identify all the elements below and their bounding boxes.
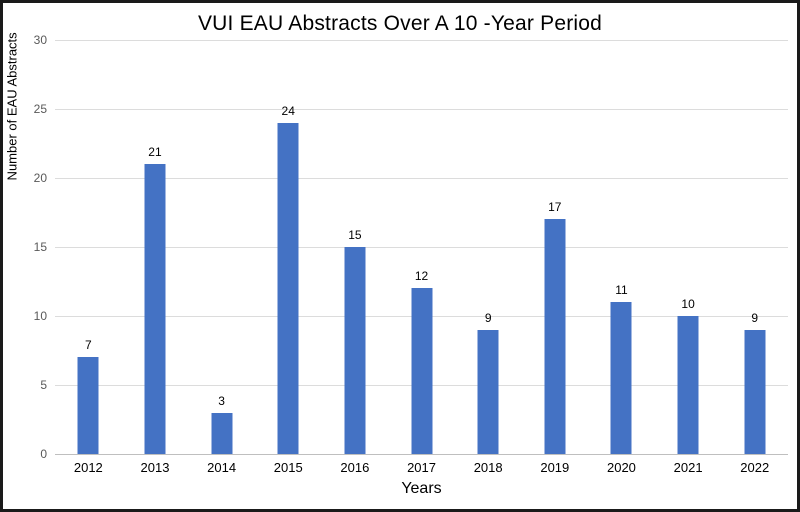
bar-slot: 12: [388, 40, 455, 454]
y-axis-ticks: 0 5 10 15 20 25 30: [3, 33, 47, 461]
bar-value-label: 24: [281, 103, 295, 118]
x-axis-ticks: 2012 2013 2014 2015 2016 2017 2018 2019 2020 2021…: [55, 460, 788, 475]
y-tick-label: 5: [40, 378, 47, 392]
bar-value-label: 7: [84, 338, 92, 353]
x-tick-label: 2015: [273, 460, 303, 475]
bar-slot: 17: [521, 40, 588, 454]
y-tick-label: 0: [40, 447, 47, 461]
bar-slot: 15: [322, 40, 389, 454]
bar-value-label: 17: [548, 200, 562, 215]
gridline: [55, 40, 788, 41]
bar-slot: 11: [588, 40, 655, 454]
bar-2012: [77, 357, 99, 454]
bar-2016: [344, 247, 366, 454]
x-tick-label: 2014: [207, 460, 237, 475]
bar-value-label: 10: [681, 297, 695, 311]
bar-slot: 10: [655, 40, 722, 454]
bar-slot: 24: [255, 40, 322, 454]
gridline: [55, 109, 788, 110]
x-tick-label: 2017: [407, 460, 436, 475]
bar-value-label: 9: [751, 310, 759, 325]
bar-slot: 9: [455, 40, 522, 454]
x-tick-label: 2021: [673, 460, 703, 475]
bar-value-label: 21: [148, 145, 162, 160]
x-tick-label: 2016: [340, 460, 370, 475]
chart-title: VUI EAU Abstracts Over A 10 -Year Period: [197, 12, 603, 35]
x-axis-title: Years: [401, 480, 442, 497]
x-tick-label: 2013: [140, 460, 170, 475]
bar-2019: [544, 219, 566, 454]
x-tick-label: 2012: [73, 460, 103, 475]
bar-value-label: 3: [218, 393, 225, 408]
bar-value-label: 15: [348, 228, 362, 242]
bar-slot: 21: [122, 40, 189, 454]
x-axis-line: [55, 454, 788, 455]
bar-value-label: 9: [484, 310, 492, 325]
plot-area: 7 21 3 24 15 12 9 17 11 10 9: [55, 40, 788, 455]
bar-slot: 7: [55, 40, 122, 454]
y-tick-label: 20: [33, 171, 47, 185]
y-tick-label: 10: [33, 309, 47, 323]
bar-2017: [411, 288, 433, 454]
y-tick-label: 30: [33, 33, 47, 47]
bar-slot: 3: [188, 40, 255, 454]
x-tick-label: 2020: [606, 460, 636, 475]
bar-2020: [610, 302, 632, 454]
bar-2013: [144, 164, 166, 454]
x-tick-label: 2022: [740, 460, 770, 475]
y-tick-label: 15: [33, 240, 47, 254]
bar-2014: [211, 412, 233, 454]
x-tick-label: 2018: [473, 460, 503, 475]
bar-2018: [477, 329, 499, 454]
bars-container: 7 21 3 24 15 12 9 17 11 10 9: [55, 40, 788, 454]
y-tick-label: 25: [33, 102, 47, 116]
gridline: [55, 178, 788, 179]
bar-2015: [277, 122, 299, 454]
gridline: [55, 247, 788, 248]
bar-value-label: 11: [615, 283, 628, 298]
bar-2021: [677, 316, 699, 454]
bar-value-label: 12: [414, 269, 429, 284]
bar-slot: 9: [721, 40, 788, 454]
x-tick-label: 2019: [540, 460, 570, 475]
bar-2022: [744, 329, 766, 454]
